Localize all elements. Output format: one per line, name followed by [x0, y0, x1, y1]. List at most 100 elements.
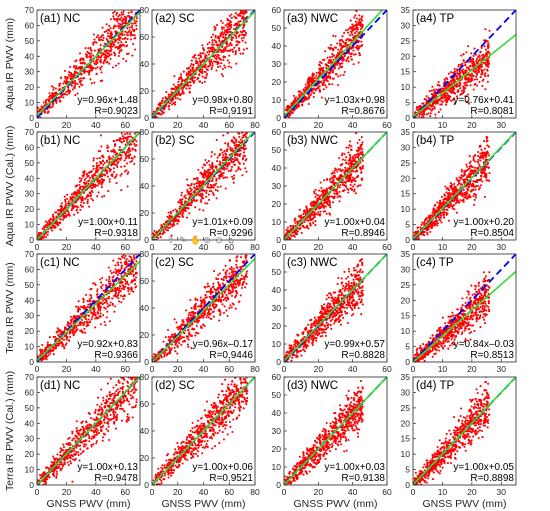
scatter-point	[348, 162, 352, 165]
scatter-point	[354, 14, 357, 17]
scatter-point	[98, 56, 101, 59]
scatter-point	[135, 128, 137, 130]
scatter-point	[107, 190, 110, 193]
scatter-point	[425, 102, 428, 105]
scatter-point	[211, 192, 215, 195]
scatter-point	[320, 62, 323, 65]
scatter-point	[195, 59, 198, 62]
scatter-point	[221, 36, 224, 39]
scatter-point	[230, 159, 233, 162]
scatter-point	[239, 11, 242, 14]
scatter-point	[200, 181, 204, 185]
scatter-point	[133, 155, 136, 158]
scatter-point	[487, 42, 490, 45]
scatter-point	[73, 213, 76, 216]
scatter-point	[232, 7, 234, 9]
scatter-point	[73, 72, 76, 75]
scatter-point	[204, 55, 207, 58]
scatter-point	[294, 99, 297, 102]
scatter-point	[130, 157, 133, 160]
fit-equation: y=0.98x+0.80	[192, 95, 253, 106]
scatter-point	[337, 75, 340, 78]
scatter-point	[227, 169, 230, 172]
scatter-point	[438, 99, 441, 102]
scatter-point	[57, 96, 60, 99]
scatter-point	[79, 72, 82, 76]
scatter-point	[110, 173, 113, 177]
scatter-point	[445, 94, 448, 97]
scatter-point	[339, 44, 342, 47]
scatter-point	[354, 156, 357, 159]
scatter-point	[331, 83, 334, 86]
scatter-point	[161, 110, 164, 113]
y-tick-label: 15	[401, 67, 411, 77]
scatter-point	[65, 80, 68, 83]
scatter-point	[92, 157, 95, 160]
scatter-point	[194, 57, 198, 60]
scatter-point	[218, 37, 221, 40]
scatter-point	[311, 89, 314, 92]
scatter-point	[294, 218, 297, 221]
scatter-point	[119, 18, 122, 21]
regression-line	[37, 132, 140, 240]
scatter-point	[434, 94, 437, 97]
scatter-point	[86, 198, 89, 201]
x-tick-label: 0	[150, 242, 155, 252]
scatter-point	[235, 44, 238, 47]
axes-box	[36, 131, 141, 241]
scatter-point	[228, 14, 231, 17]
x-tick-label: 60	[121, 120, 131, 130]
scatter-point	[59, 95, 62, 98]
scatter-point	[294, 221, 297, 224]
scatter-point	[347, 191, 350, 194]
scatter-point	[200, 200, 203, 203]
scatter-point	[75, 208, 78, 211]
scatter-point	[231, 36, 235, 39]
scatter-point	[79, 57, 82, 60]
scatter-point	[102, 52, 105, 55]
scatter-point	[341, 158, 344, 161]
scatter-point	[204, 164, 207, 167]
scatter-point	[86, 50, 89, 53]
scatter-point	[118, 14, 121, 17]
scatter-point	[124, 36, 127, 40]
scatter-point	[130, 135, 133, 138]
scatter-point	[181, 88, 184, 91]
scatter-point	[161, 97, 164, 100]
scatter-point	[101, 195, 104, 198]
scatter-point	[209, 174, 212, 177]
scatter-point	[468, 68, 471, 71]
scatter-point	[194, 53, 197, 57]
x-tick-label: 80	[250, 242, 260, 252]
scatter-point	[228, 61, 231, 64]
scatter-point	[359, 167, 362, 170]
scatter-point	[464, 81, 467, 84]
scatter-point	[206, 169, 210, 172]
scatter-point	[126, 132, 129, 135]
scatter-point	[71, 88, 75, 91]
scatter-point	[198, 57, 201, 60]
scatter-point	[445, 100, 448, 104]
scatter-point	[312, 74, 315, 77]
y-tick-label: 20	[25, 82, 35, 92]
scatter-point	[207, 182, 210, 185]
scatter-point	[347, 159, 350, 162]
scatter-point	[226, 28, 230, 31]
scatter-point	[117, 24, 120, 27]
scatter-point	[118, 39, 121, 42]
scatter-point	[100, 54, 103, 57]
scatter-point	[339, 74, 342, 77]
scatter-point	[177, 91, 180, 94]
scatter-point	[190, 188, 193, 191]
scatter-point	[190, 204, 193, 207]
scatter-point	[469, 84, 472, 87]
scatter-point	[357, 48, 360, 51]
scatter-point	[340, 170, 343, 173]
scatter-point	[211, 50, 214, 53]
scatter-point	[204, 172, 207, 175]
scatter-point	[285, 228, 288, 231]
scatter-point	[337, 67, 340, 70]
scatter-point	[118, 35, 121, 38]
scatter-point	[230, 139, 233, 142]
